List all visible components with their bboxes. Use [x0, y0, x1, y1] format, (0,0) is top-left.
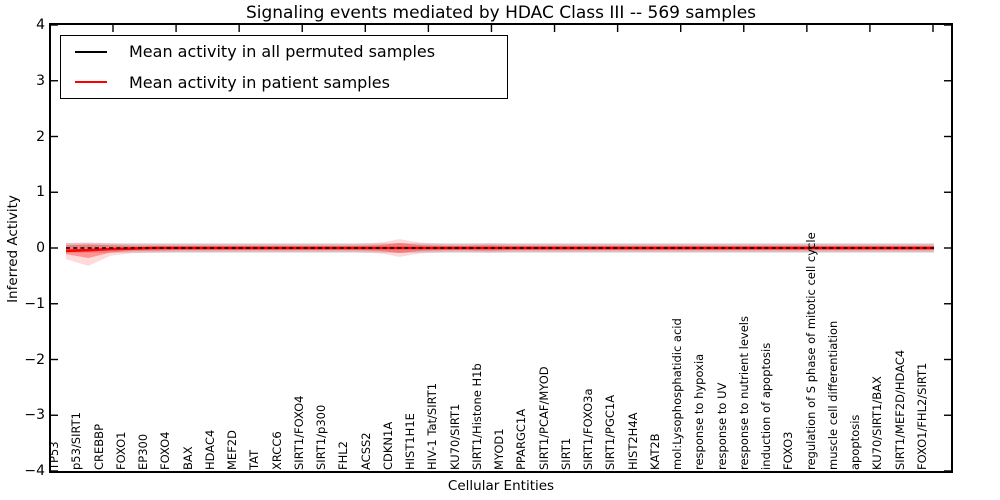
x-tick-label: SIRT1/PCAF/MYOD [536, 366, 551, 470]
x-tick-label: induction of apoptosis [759, 342, 774, 470]
x-tick-label: SIRT1/PGC1A [603, 394, 618, 470]
y-tick-label: 0 [36, 240, 45, 256]
legend-item-patient: Mean activity in patient samples [61, 67, 507, 97]
x-tick-label: SIRT1/Histone H1b [469, 363, 484, 470]
patient-std-band-outer [66, 239, 934, 266]
x-tick-label: mol:Lysophosphatidic acid [670, 318, 685, 470]
x-tick-label: XRCC6 [269, 431, 284, 470]
x-tick-label: HIST1H1E [403, 413, 418, 470]
x-tick-label: PPARGC1A [514, 408, 529, 470]
x-tick-label: KU70/SIRT1/BAX [870, 376, 885, 470]
y-tick-label: 4 [36, 17, 45, 33]
x-tick-label: FOXO4 [158, 431, 173, 470]
x-tick-label: SIRT1/FOXO3a [581, 388, 596, 470]
x-tick-label: SIRT1/FOXO4 [291, 395, 306, 470]
legend-label: Mean activity in patient samples [129, 72, 390, 92]
y-tick-label: 1 [36, 184, 45, 201]
x-tick-label: FOXO1/FHL2/SIRT1 [915, 362, 929, 470]
y-tick-label: −4 [24, 463, 45, 479]
x-tick-label: KAT2B [647, 433, 662, 470]
permuted-line-sample [75, 50, 107, 53]
x-tick-label: TP53 [47, 441, 61, 470]
legend-item-permuted: Mean activity in all permuted samples [61, 37, 507, 67]
x-tick-label: HIV-1 Tat/SIRT1 [425, 382, 440, 470]
x-tick-label: MEF2D [225, 430, 240, 470]
x-axis-label: Cellular Entities [447, 478, 555, 494]
x-tick-label: response to UV [714, 382, 729, 470]
x-tick-label: EP300 [136, 433, 151, 470]
y-tick-label: −2 [24, 351, 45, 368]
x-tick-label: SIRT1/MEF2D/HDAC4 [892, 349, 907, 470]
x-tick-label: KU70/SIRT1 [447, 403, 462, 470]
legend: Mean activity in all permuted samples Me… [60, 35, 508, 99]
x-tick-label: CDKN1A [380, 421, 395, 470]
x-tick-label: MYOD1 [492, 428, 507, 470]
x-tick-label: p53/SIRT1 [69, 412, 84, 470]
x-tick-label: muscle cell differentiation [825, 320, 840, 470]
x-tick-label: HDAC4 [202, 429, 217, 470]
chart-title: Signaling events mediated by HDAC Class … [245, 3, 757, 23]
x-tick-label: SIRT1 [558, 437, 573, 470]
x-tick-label: FOXO1 [113, 431, 128, 470]
x-tick-label: FOXO3 [781, 431, 796, 470]
x-tick-label: FHL2 [336, 441, 351, 470]
x-tick-label: apoptosis [848, 414, 863, 470]
x-tick-label: BAX [180, 446, 195, 470]
x-tick-label: response to hypoxia [692, 353, 707, 470]
legend-label: Mean activity in all permuted samples [129, 42, 436, 62]
x-tick-label: CREBBP [91, 424, 106, 470]
x-tick-label: HIST2H4A [625, 412, 640, 470]
y-tick-label: 2 [36, 128, 45, 145]
chart-svg [51, 25, 951, 471]
patient-line-sample [75, 81, 107, 84]
x-tick-label: TAT [247, 449, 262, 470]
x-tick-label: regulation of S phase of mitotic cell cy… [803, 232, 818, 470]
y-tick-label: 3 [36, 72, 45, 89]
x-tick-label: ACSS2 [358, 432, 373, 470]
y-tick-label: −3 [24, 407, 45, 424]
x-tick-label: response to nutrient levels [736, 316, 751, 470]
x-tick-label: SIRT1/p300 [314, 404, 329, 470]
y-tick-label: −1 [24, 295, 45, 312]
